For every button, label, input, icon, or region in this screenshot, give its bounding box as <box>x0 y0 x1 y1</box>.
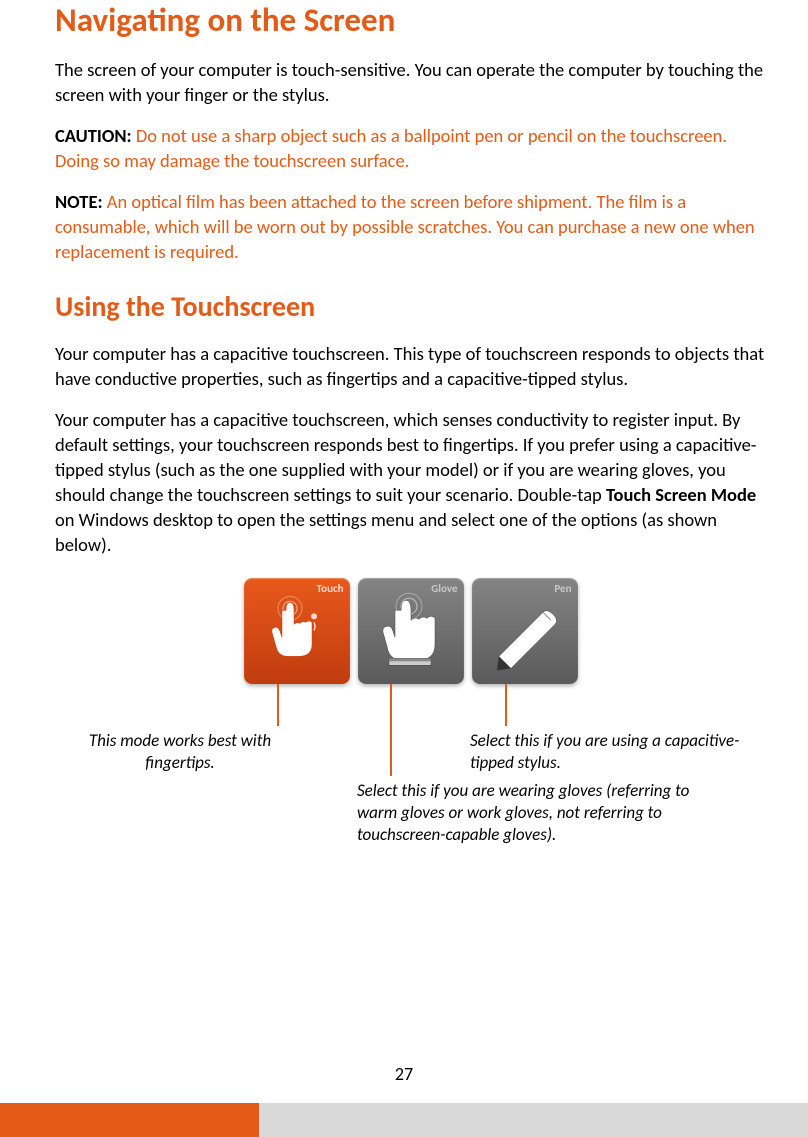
touch-mode-icon: Touch <box>244 578 350 684</box>
pen-annotation: Select this if you are using a capacitiv… <box>470 730 745 774</box>
intro-paragraph: The screen of your computer is touch-sen… <box>55 58 766 108</box>
finger-touch-icon <box>262 595 332 675</box>
pen-mode-icon: Pen <box>472 578 578 684</box>
pen-icon <box>485 593 565 678</box>
footer-grey-bar <box>259 1103 808 1137</box>
section-heading-touchscreen: Using the Touchscreen <box>55 289 766 324</box>
touchscreen-paragraph-2: Your computer has a capacitive touchscre… <box>55 408 766 558</box>
mode-icon-row: Touch Glove Pen <box>55 578 766 684</box>
page-number: 27 <box>0 1063 808 1085</box>
p3-text-b: on Windows desktop to open the settings … <box>55 508 717 556</box>
note-paragraph: NOTE: An optical film has been attached … <box>55 190 766 265</box>
page-title: Navigating on the Screen <box>55 0 766 40</box>
touchscreen-paragraph-1: Your computer has a capacitive touchscre… <box>55 342 766 392</box>
glove-annotation-line <box>390 684 392 776</box>
touch-annotation: This mode works best with fingertips. <box>75 730 285 774</box>
glove-mode-icon: Glove <box>358 578 464 684</box>
touch-mode-label: Touch <box>317 582 344 595</box>
touch-annotation-line <box>277 684 279 726</box>
annotations-area: This mode works best with fingertips. Se… <box>55 684 766 934</box>
pen-annotation-line <box>505 684 507 726</box>
caution-label: CAUTION: <box>55 124 132 147</box>
footer-accent-bar <box>0 1103 259 1137</box>
p3-bold: Touch Screen Mode <box>606 483 756 506</box>
footer-bar <box>0 1103 808 1137</box>
note-text: An optical film has been attached to the… <box>55 190 755 263</box>
caution-text: Do not use a sharp object such as a ball… <box>55 124 727 172</box>
glove-annotation: Select this if you are wearing gloves (r… <box>357 780 727 846</box>
note-label: NOTE: <box>55 190 103 213</box>
glove-icon <box>371 593 451 678</box>
caution-paragraph: CAUTION: Do not use a sharp object such … <box>55 124 766 174</box>
